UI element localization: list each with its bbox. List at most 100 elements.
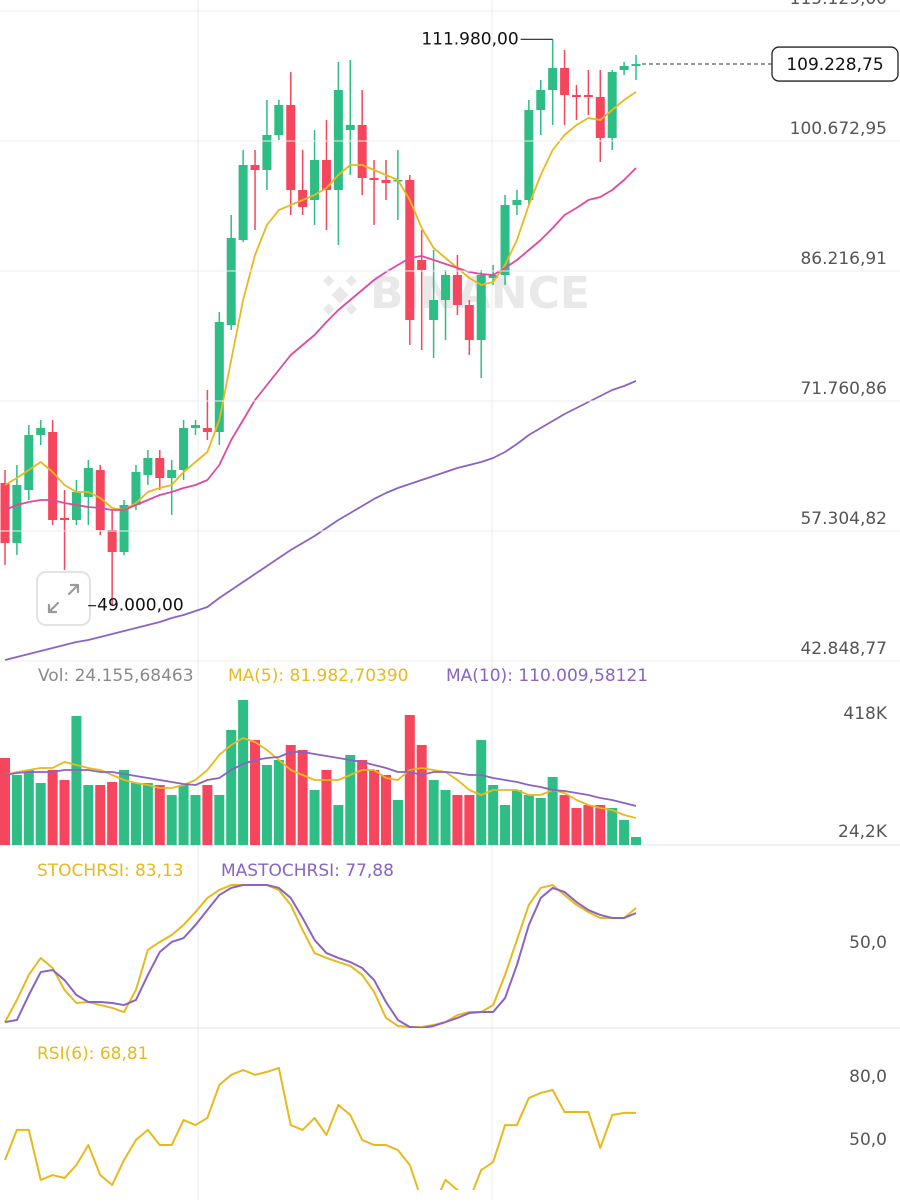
candle-body [71,491,81,520]
volume-bar [464,794,475,845]
candle-body [274,104,284,135]
y-tick-label: 50,0 [849,933,887,953]
candle-body [595,96,605,139]
volume-bar [321,769,332,845]
candle-body [298,189,308,207]
volume-bar [95,784,106,845]
candle-body [417,259,427,270]
candle-body [24,434,34,490]
expand-button[interactable] [36,571,91,626]
line [4,884,637,1028]
expand-icon[interactable] [47,583,80,614]
y-tick-label: 42.848,77 [800,639,887,659]
line [4,737,637,819]
volume-bar [523,794,534,845]
candle-body [226,238,236,325]
candle-body [83,468,93,497]
y-tick-label: 418K [843,704,887,724]
line [4,751,637,807]
volume-bar [631,836,641,845]
legend-label: MA(5): 81.982,70390 [228,666,408,686]
candle-body [12,484,22,544]
volume-bar [333,804,344,845]
candle-body [524,109,534,200]
volume-bar [369,769,380,845]
volume-bar [83,784,94,845]
volume-bar [0,757,10,845]
volume-bar [142,782,153,845]
candle-body [0,483,10,544]
volume-bar [154,784,165,845]
volume-bar [357,759,368,845]
volume-bar [309,789,320,845]
legend-label: MASTOCHRSI: 77,88 [221,861,394,881]
panel [4,1066,636,1190]
candle-body [238,164,248,240]
candle-body [560,68,570,95]
candle-body [250,164,260,170]
volume-bar [226,729,237,845]
volume-bar [202,784,213,845]
volume-bar [59,779,70,845]
candle-body [619,65,629,70]
volume-bar [440,789,451,845]
volume-bar [11,774,22,845]
line [4,91,637,511]
candle-body [107,529,117,552]
volume-bar [285,744,296,845]
volume-bar [107,781,118,845]
candle-body [369,178,379,180]
volume-bar [238,699,249,845]
volume-bar [428,779,439,845]
candle-body [262,134,272,170]
candle-body [202,428,212,432]
candle-body [167,469,177,479]
volume-bar [559,794,570,845]
candle-body [512,199,522,205]
candle-body [405,179,415,320]
candle-body [583,94,593,97]
panel [4,884,637,1028]
volume-bar [130,782,141,845]
candle-body [571,94,581,97]
volume-bar [47,769,58,845]
candle-body [464,304,474,340]
y-tick-label: 57.304,82 [800,509,887,529]
volume-bar [392,799,403,845]
last-price-label: 109.228,75 [786,55,883,75]
volume-bar [71,715,82,845]
volume-bar [571,807,582,845]
candle-body [357,124,367,179]
y-tick-label: 71.760,86 [800,379,887,399]
panel [0,699,641,845]
candle-body [429,299,439,320]
candle-body [214,321,224,432]
volume-bar [35,782,46,845]
volume-bar [583,804,594,845]
volume-bar [273,759,284,845]
volume-bar [297,749,308,845]
candle-body [143,458,153,475]
line [4,1066,636,1190]
last-price-box [771,46,899,82]
volume-bar [261,764,272,845]
candle-body [310,159,320,200]
volume-bar [190,794,201,845]
y-tick-label: 86.216,91 [800,249,887,269]
candle-body [333,89,343,190]
volume-bar [607,807,618,845]
volume-bar [23,769,34,845]
volume-bar [380,774,391,845]
candle-body [452,274,462,305]
y-tick-label: 100.672,95 [790,119,887,139]
candle-body [536,89,546,110]
candle-body [631,64,641,66]
legend-label: STOCHRSI: 83,13 [37,861,184,881]
volume-bar [488,784,499,845]
expand-button-bg[interactable] [36,571,91,626]
volume-bar [511,789,522,845]
y-tick-label: 115.129,00 [790,0,887,9]
candle-body [381,179,391,184]
